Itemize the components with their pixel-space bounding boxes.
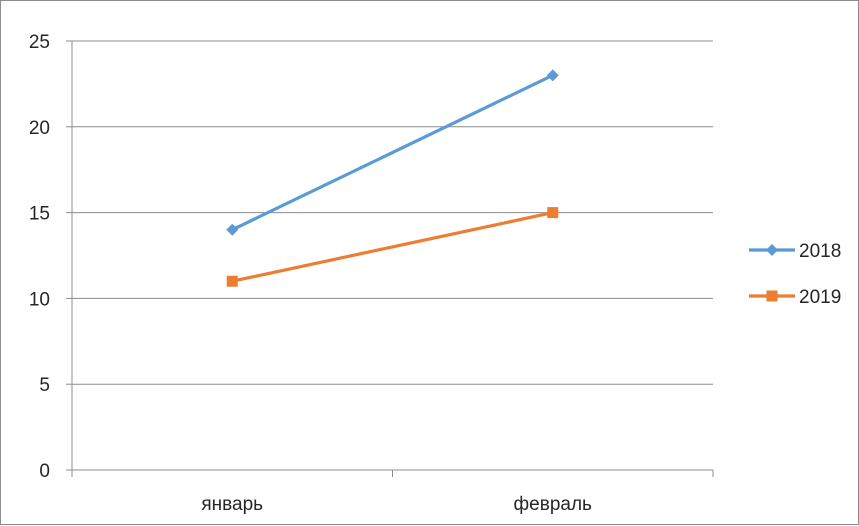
legend-marker-2019 [766, 290, 778, 302]
gridlines [72, 40, 713, 385]
series-layer [226, 69, 559, 287]
axes [66, 40, 714, 477]
y-tick-label-0: 0 [39, 461, 50, 482]
series-2019 [226, 207, 559, 287]
legend-entry-2018: 2018 [749, 241, 841, 262]
legend-label-2019: 2019 [799, 287, 841, 308]
y-tick-label-25: 25 [29, 32, 50, 53]
series-2018 [226, 69, 559, 236]
y-tick-label-15: 15 [29, 204, 50, 225]
x-axis-tick-labels: январь февраль [201, 494, 592, 515]
data-point-2019-февраль [547, 207, 559, 219]
legend: 2018 2019 [749, 241, 841, 308]
legend-marker-2018 [766, 244, 778, 256]
series-line-2019 [230, 211, 555, 283]
y-tick-label-10: 10 [29, 289, 50, 310]
legend-entry-2019: 2019 [749, 287, 841, 308]
y-tick-label-20: 20 [29, 118, 50, 139]
x-tick-label-1: февраль [514, 494, 593, 515]
series-line-2018 [230, 73, 555, 232]
data-point-2018-январь [226, 223, 239, 236]
data-point-2018-февраль [546, 69, 559, 82]
y-tick-label-5: 5 [39, 375, 50, 396]
x-tick-label-0: январь [201, 494, 263, 515]
y-axis-tick-labels: 0 5 10 15 20 25 [29, 32, 50, 482]
legend-label-2018: 2018 [799, 241, 841, 262]
data-point-2019-январь [226, 275, 238, 287]
